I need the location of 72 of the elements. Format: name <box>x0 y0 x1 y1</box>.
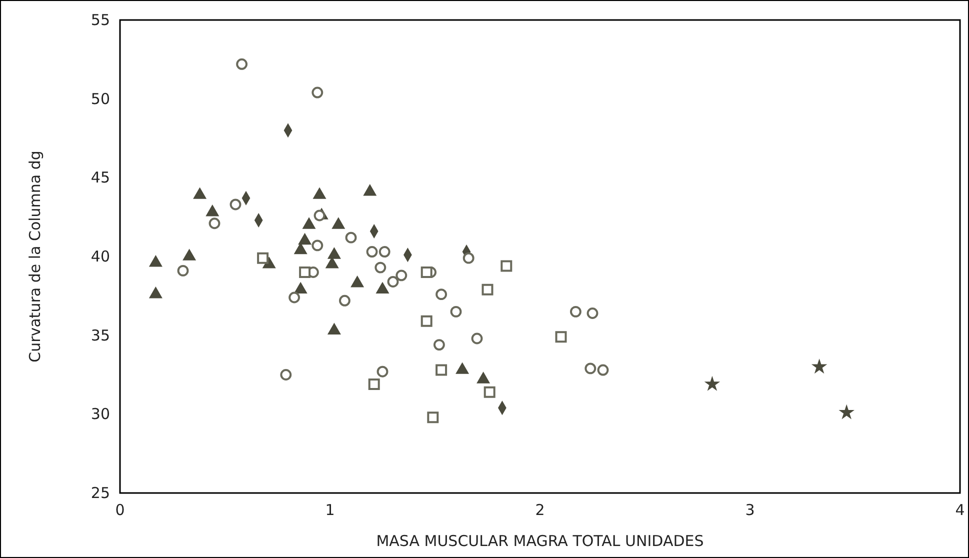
y-tick-label: 50 <box>90 90 110 108</box>
point <box>368 378 380 390</box>
x-tick-label: 0 <box>115 501 125 519</box>
point <box>471 332 483 344</box>
point <box>420 266 432 278</box>
point <box>314 210 326 222</box>
point <box>840 405 854 418</box>
point <box>433 339 445 351</box>
point <box>420 315 432 327</box>
point <box>570 306 582 318</box>
point <box>462 252 474 264</box>
point <box>705 377 720 390</box>
point <box>328 323 341 334</box>
point <box>364 184 376 196</box>
point <box>294 282 307 294</box>
point <box>149 287 162 298</box>
point <box>366 246 378 258</box>
point <box>484 386 496 398</box>
y-tick-label: 55 <box>90 11 110 29</box>
point <box>177 264 189 276</box>
point <box>326 257 338 268</box>
point <box>427 412 439 424</box>
point <box>482 284 494 296</box>
point <box>555 331 567 343</box>
point <box>182 249 196 260</box>
x-tick-label: 1 <box>325 501 335 519</box>
point <box>350 276 364 288</box>
point <box>500 260 512 272</box>
y-tick-label: 35 <box>90 326 110 344</box>
point <box>206 205 219 216</box>
x-tick-label: 4 <box>955 501 965 519</box>
point <box>345 232 357 244</box>
point <box>396 270 408 282</box>
point <box>812 360 826 373</box>
point <box>597 364 609 376</box>
point <box>302 218 316 229</box>
y-tick-label: 30 <box>90 405 110 424</box>
point <box>387 276 399 288</box>
point <box>436 364 448 376</box>
y-axis-title: Curvatura de la Columna dg <box>26 150 44 362</box>
y-tick-label: 25 <box>90 484 110 502</box>
point <box>584 362 596 374</box>
point <box>313 188 326 199</box>
y-tick-label: 45 <box>90 168 110 187</box>
point <box>332 218 345 229</box>
point <box>378 246 390 258</box>
point <box>149 256 162 267</box>
point <box>374 262 386 274</box>
point <box>312 86 324 98</box>
y-tick-label: 40 <box>90 248 110 266</box>
point <box>376 366 388 378</box>
point <box>376 282 389 294</box>
point <box>236 58 248 70</box>
point <box>450 306 462 318</box>
point <box>299 266 311 278</box>
point <box>328 248 341 259</box>
x-axis-title: MASA MUSCULAR MAGRA TOTAL UNIDADES <box>376 532 704 550</box>
point <box>230 198 242 210</box>
point <box>476 372 490 384</box>
x-tick-label: 3 <box>745 501 755 519</box>
x-tick-label: 2 <box>535 501 545 519</box>
point <box>312 240 324 252</box>
point <box>193 188 206 199</box>
point <box>456 362 469 374</box>
point <box>586 308 598 319</box>
point <box>298 233 312 245</box>
point <box>436 288 448 300</box>
point <box>208 218 220 230</box>
point <box>257 252 269 264</box>
point <box>338 294 350 306</box>
point <box>288 292 300 304</box>
point <box>280 369 292 380</box>
